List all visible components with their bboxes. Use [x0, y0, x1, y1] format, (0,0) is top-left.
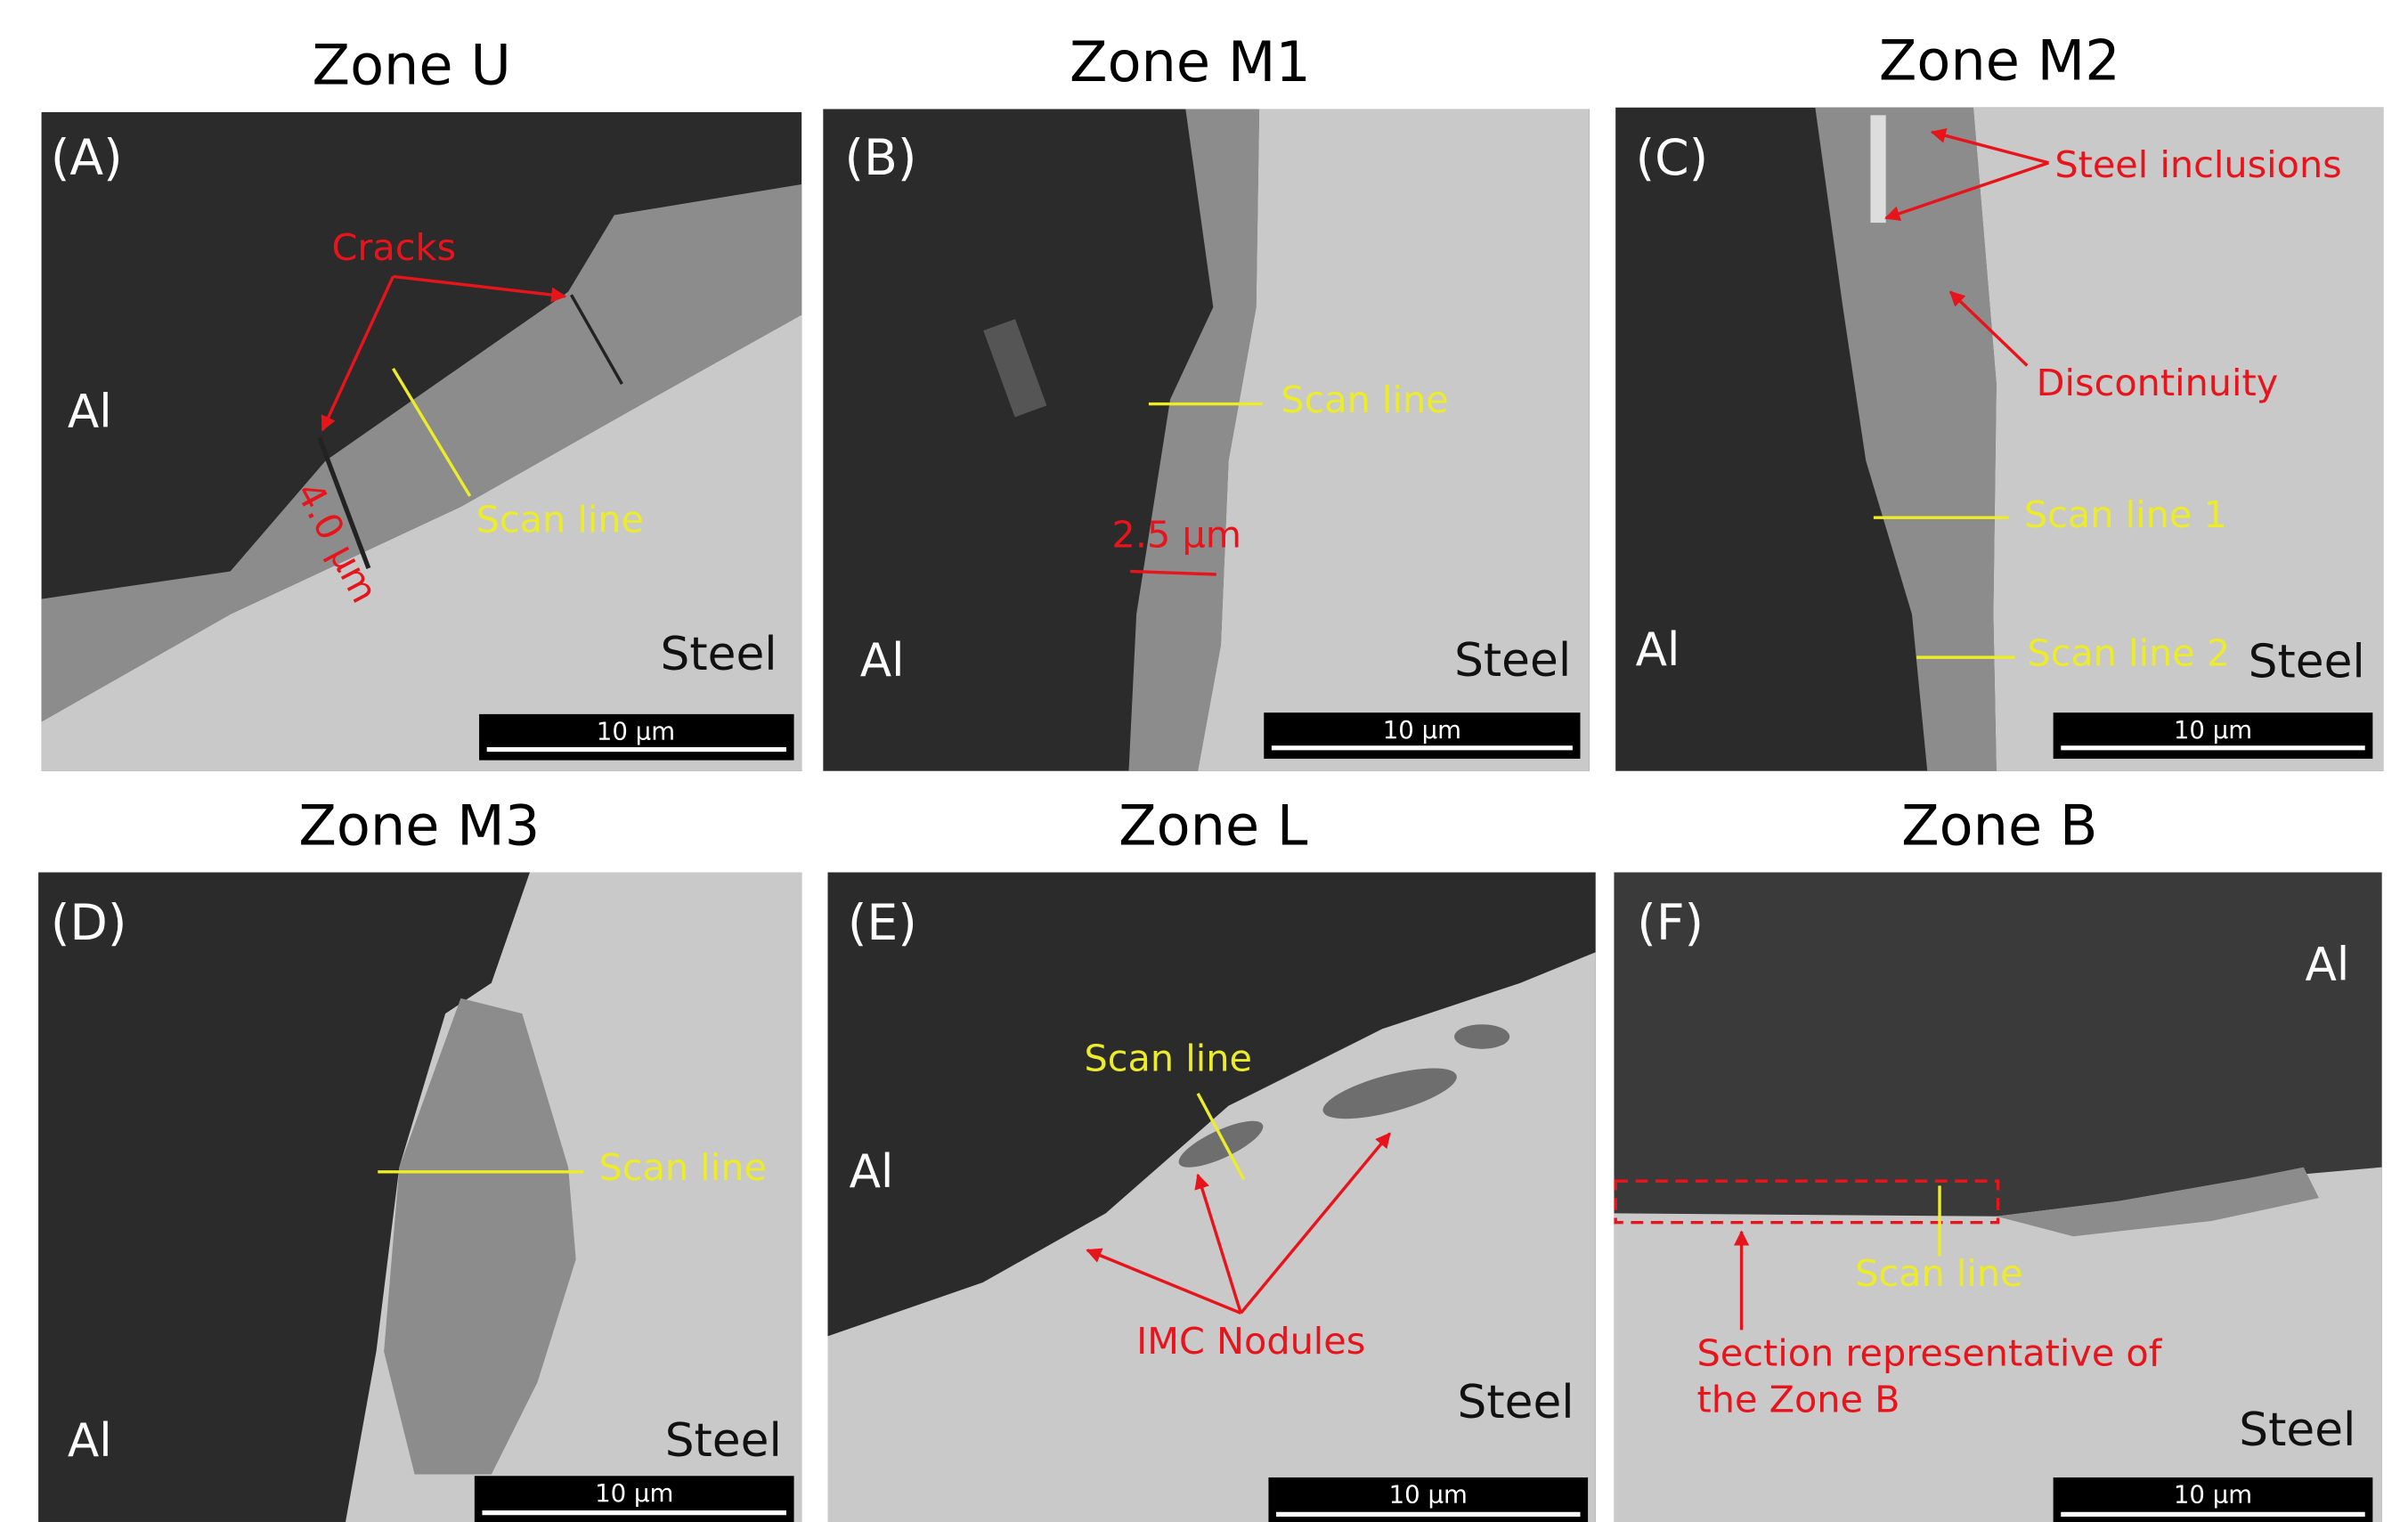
panel-letter: (F): [1637, 895, 1704, 952]
panel-title: Zone M2: [1879, 28, 2120, 94]
annotation: IMC Nodules: [1136, 1320, 1365, 1363]
material-label: Steel: [2249, 636, 2365, 689]
annotation: 2.5 µm: [1112, 514, 1242, 557]
material-label: Al: [860, 634, 905, 688]
scale-label: 10 µm: [597, 717, 675, 746]
annotation: Cracks: [331, 226, 456, 269]
material-label: Steel: [1458, 1376, 1574, 1429]
panel-title: Zone B: [1901, 793, 2097, 858]
material-label: Al: [1636, 623, 1680, 677]
material-label: Steel: [665, 1414, 782, 1468]
material-label: Steel: [1454, 634, 1571, 688]
panel-title: Zone U: [313, 33, 511, 98]
panel-letter: (D): [51, 895, 127, 952]
material-label: Steel: [661, 628, 777, 681]
annotation: Scan line: [1084, 1038, 1251, 1080]
figure: Zone U (A) Al Steel Cracks Scan line 4.0…: [0, 0, 2408, 1522]
annotation: the Zone B: [1697, 1378, 1900, 1420]
panel-c: Zone M2 (C) Al Steel Steel inclusions Di…: [1615, 28, 2383, 771]
material-label: Al: [68, 1414, 112, 1468]
scale-label: 10 µm: [1389, 1480, 1468, 1510]
panel-letter: (A): [51, 130, 123, 187]
annotation: Scan line 1: [2024, 493, 2227, 536]
material-label: Steel: [2239, 1404, 2355, 1457]
panel-letter: (B): [844, 130, 916, 187]
material-label: Al: [2305, 938, 2349, 991]
annotation: Scan line: [476, 498, 644, 541]
annotation: Section representative of: [1697, 1332, 2163, 1375]
panel-b: Zone M1 (B) Al Steel Scan line 2.5 µm 10…: [823, 29, 1590, 770]
panel-e: Zone L (E) Al Steel Scan line IMC Nodule…: [828, 793, 1596, 1522]
annotation: Scan line 2: [2027, 631, 2230, 674]
imc-nodule: [1454, 1024, 1509, 1049]
material-label: Al: [850, 1145, 894, 1199]
annotation: Steel inclusions: [2054, 143, 2341, 186]
panel-f: Zone B (F) Al Steel Scan line Section re…: [1614, 793, 2381, 1522]
scale-label: 10 µm: [595, 1478, 673, 1508]
scale-label: 10 µm: [2174, 1480, 2252, 1510]
panel-d: Zone M3 (D) Al Steel Scan line 10 µm: [38, 793, 801, 1522]
annotation: Scan line: [1855, 1252, 2022, 1295]
panel-a: Zone U (A) Al Steel Cracks Scan line 4.0…: [42, 33, 802, 771]
annotation: Scan line: [599, 1146, 767, 1189]
scale-label: 10 µm: [2174, 715, 2252, 745]
inclusion: [1870, 115, 1885, 223]
panel-title: Zone M3: [298, 793, 540, 858]
panel-title: Zone M1: [1070, 29, 1311, 94]
annotation: Scan line: [1281, 378, 1448, 421]
panel-letter: (E): [848, 895, 917, 952]
scale-label: 10 µm: [1383, 715, 1461, 745]
panel-letter: (C): [1636, 130, 1709, 187]
panel-title: Zone L: [1119, 793, 1308, 858]
annotation: Discontinuity: [2037, 362, 2279, 404]
material-label: Al: [68, 386, 112, 439]
